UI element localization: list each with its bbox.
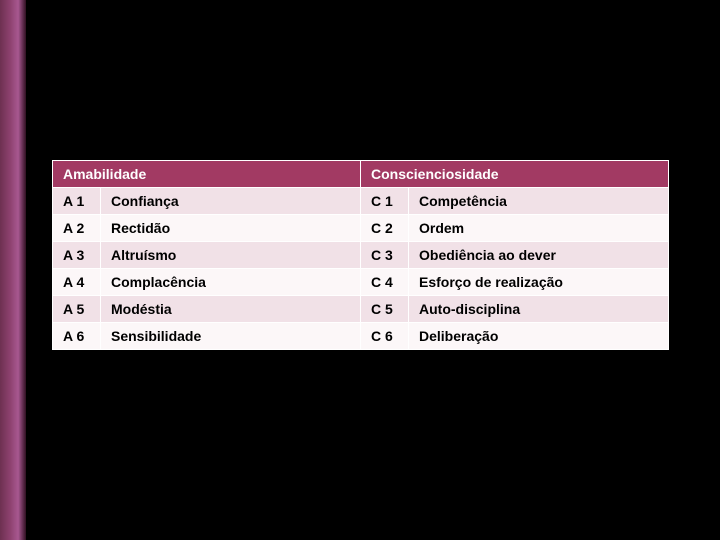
cell-a-code: A 1	[53, 188, 101, 215]
cell-a-label: Rectidão	[101, 215, 361, 242]
cell-a-label: Modéstia	[101, 296, 361, 323]
table-row: A 2 Rectidão C 2 Ordem	[53, 215, 669, 242]
cell-a-code: A 5	[53, 296, 101, 323]
table-row: A 1 Confiança C 1 Competência	[53, 188, 669, 215]
cell-c-code: C 4	[361, 269, 409, 296]
cell-c-label: Ordem	[409, 215, 669, 242]
cell-a-code: A 6	[53, 323, 101, 350]
cell-a-label: Complacência	[101, 269, 361, 296]
cell-c-code: C 3	[361, 242, 409, 269]
cell-c-label: Auto-disciplina	[409, 296, 669, 323]
cell-c-code: C 5	[361, 296, 409, 323]
header-amabilidade: Amabilidade	[53, 161, 361, 188]
side-accent-bar	[0, 0, 26, 540]
cell-a-code: A 4	[53, 269, 101, 296]
cell-c-label: Competência	[409, 188, 669, 215]
cell-c-label: Obediência ao dever	[409, 242, 669, 269]
table-row: A 4 Complacência C 4 Esforço de realizaç…	[53, 269, 669, 296]
cell-c-code: C 1	[361, 188, 409, 215]
cell-c-code: C 6	[361, 323, 409, 350]
cell-c-label: Deliberação	[409, 323, 669, 350]
cell-a-label: Sensibilidade	[101, 323, 361, 350]
header-conscienciosidade: Conscienciosidade	[361, 161, 669, 188]
cell-a-code: A 3	[53, 242, 101, 269]
cell-c-code: C 2	[361, 215, 409, 242]
cell-a-label: Confiança	[101, 188, 361, 215]
table-row: A 5 Modéstia C 5 Auto-disciplina	[53, 296, 669, 323]
facets-table-container: Amabilidade Conscienciosidade A 1 Confia…	[52, 160, 668, 350]
table-row: A 6 Sensibilidade C 6 Deliberação	[53, 323, 669, 350]
facets-table: Amabilidade Conscienciosidade A 1 Confia…	[52, 160, 669, 350]
cell-a-label: Altruísmo	[101, 242, 361, 269]
cell-c-label: Esforço de realização	[409, 269, 669, 296]
cell-a-code: A 2	[53, 215, 101, 242]
table-row: A 3 Altruísmo C 3 Obediência ao dever	[53, 242, 669, 269]
table-header-row: Amabilidade Conscienciosidade	[53, 161, 669, 188]
